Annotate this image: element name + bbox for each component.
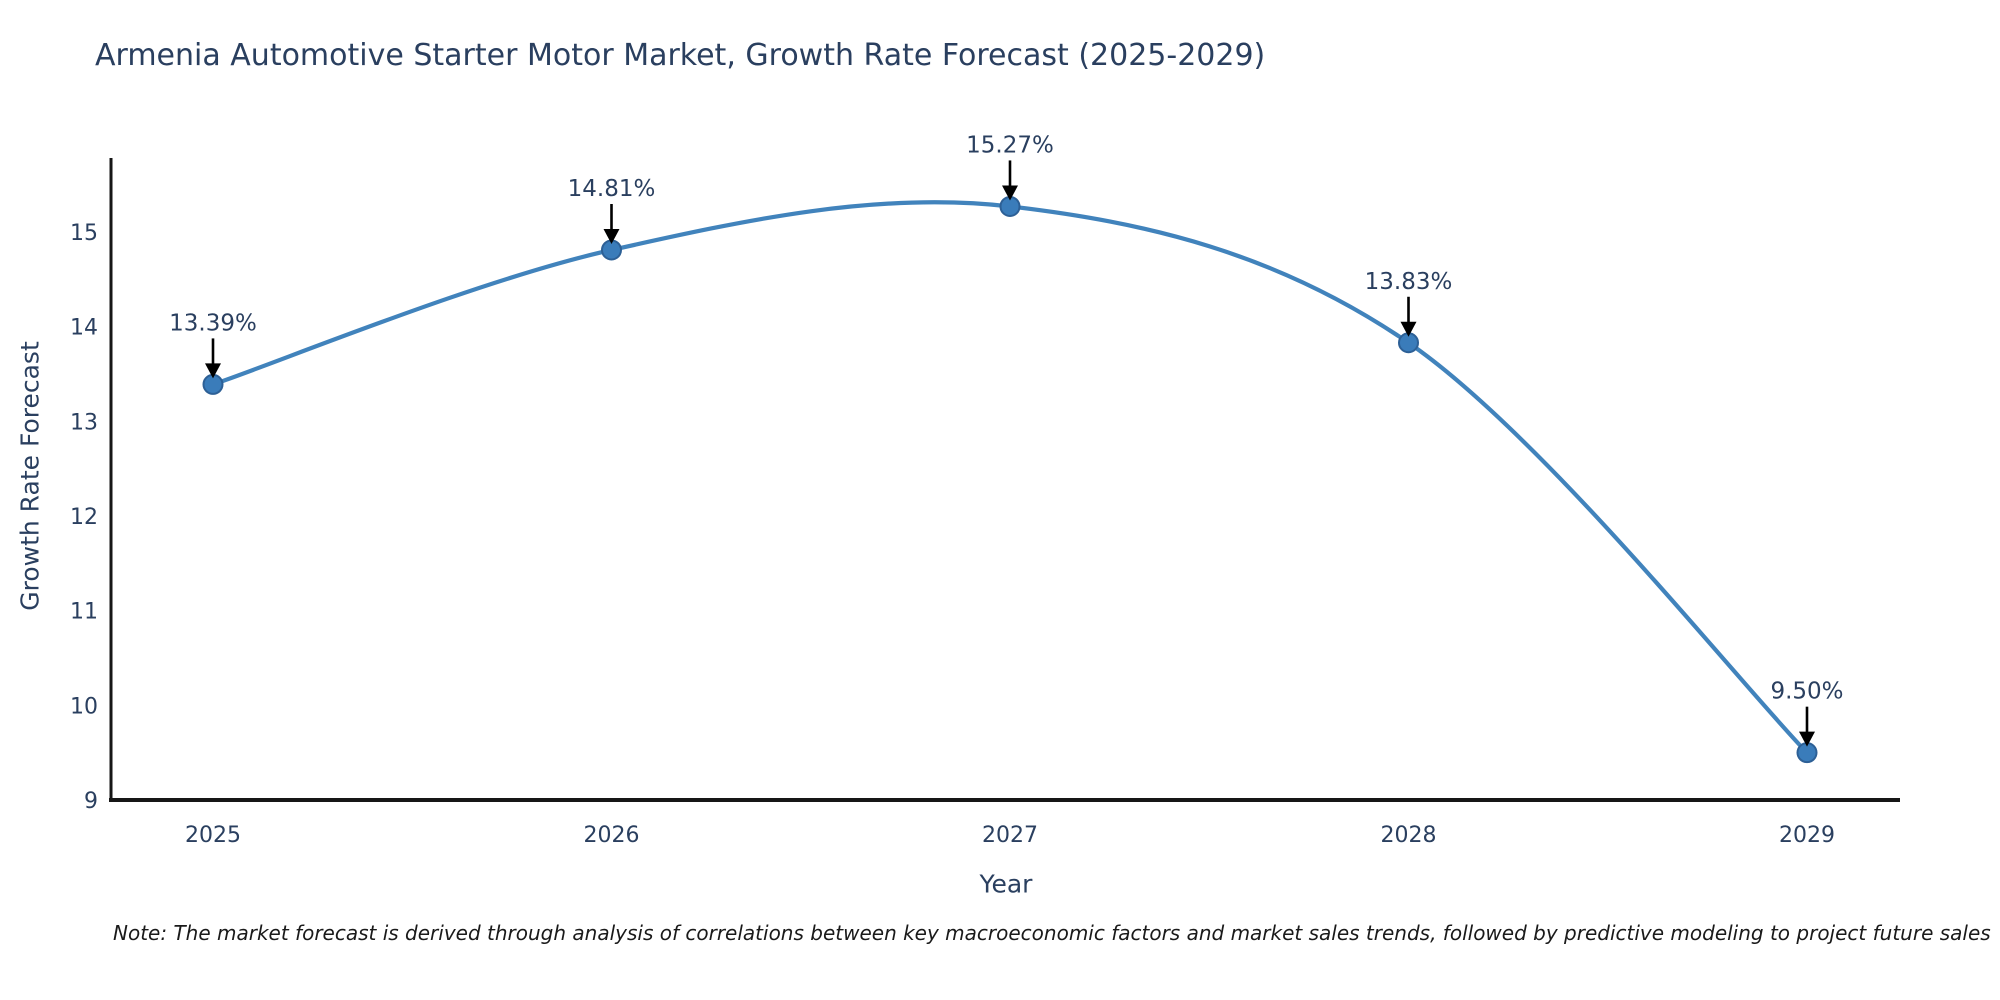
annotation-arrowhead: [603, 228, 620, 244]
chart-title: Armenia Automotive Starter Motor Market,…: [95, 38, 1266, 73]
y-tick-label: 13: [70, 410, 98, 435]
annotation-arrowhead: [1400, 321, 1417, 337]
annotation-arrowhead: [1799, 731, 1815, 747]
y-tick-label: 11: [70, 600, 98, 625]
y-tick-label: 10: [70, 694, 98, 719]
data-point-label: 13.39%: [169, 310, 257, 336]
data-point-label: 9.50%: [1770, 679, 1843, 705]
annotation-arrowhead: [1002, 185, 1018, 201]
y-tick-label: 15: [70, 221, 98, 246]
y-axis-title: Growth Rate Forecast: [15, 341, 45, 611]
x-tick-label: 2028: [1381, 823, 1437, 848]
y-tick-label: 12: [70, 505, 98, 530]
x-tick-label: 2025: [185, 823, 241, 848]
data-point-label: 14.81%: [568, 176, 656, 202]
x-tick-label: 2029: [1779, 823, 1835, 848]
y-tick-label: 14: [70, 316, 98, 341]
x-axis-title: Year: [979, 869, 1033, 899]
data-point-label: 15.27%: [966, 132, 1054, 158]
y-tick-label: 9: [84, 789, 98, 814]
x-tick-label: 2026: [584, 823, 640, 848]
trend-line: [210, 200, 1810, 755]
footnote: Note: The market forecast is derived thr…: [113, 921, 1991, 945]
x-tick-label: 2027: [982, 823, 1038, 848]
data-point-label: 13.83%: [1365, 269, 1453, 295]
annotation-arrowhead: [205, 363, 221, 379]
